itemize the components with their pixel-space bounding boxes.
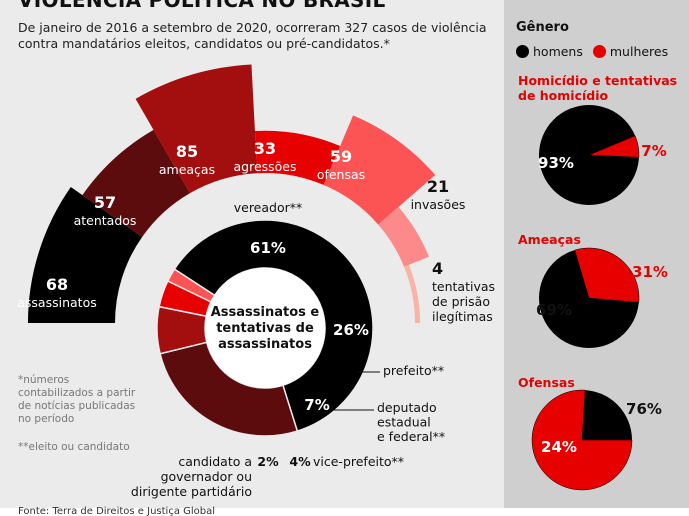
footnote-elected: **eleito ou candidato (18, 441, 130, 453)
intro-text: De janeiro de 2016 a setembro de 2020, o… (18, 20, 487, 51)
radial-value-invasões: 21 (427, 177, 449, 196)
radial-label-assassinatos: assassinatos (17, 295, 97, 310)
radial-bar-ofensas (323, 115, 436, 225)
footnote-counts: *números contabilizados a partir de notí… (18, 374, 136, 425)
legend-men-swatch (516, 45, 529, 58)
offenses-men-pct: 24% (541, 438, 577, 456)
page-title: VIOLÊNCIA POLÍTICA NO BRASIL (18, 0, 386, 12)
radial-label-agressões: agressões (233, 159, 296, 174)
homicide-pie-women (588, 135, 640, 158)
threats-pie-women (574, 247, 640, 303)
radial-label-tentativas: tentativas de prisão ilegítimas (432, 279, 495, 324)
legend-women-label: mulheres (609, 44, 669, 59)
donut-center (205, 268, 325, 388)
offenses-women-pct: 76% (626, 400, 662, 418)
homicide-title: Homicídio e tentativas de homicídio (518, 73, 678, 103)
radial-bar-assassinatos (27, 187, 143, 323)
homicide-men-pct: 93% (538, 154, 574, 172)
threats-women-pct: 31% (632, 263, 668, 281)
donut-label-deputado: deputado estadual e federal** (377, 400, 445, 444)
source-note: Fonte: Terra de Direitos e Justiça Globa… (18, 506, 216, 516)
donut-center-label: Assassinatos e tentativas de assassinatos (211, 305, 320, 352)
radial-value-tentativas: 4 (432, 259, 443, 278)
radial-label-atentados: atentados (74, 213, 137, 228)
donut-pct-2: 7% (304, 396, 329, 414)
radial-label-ofensas: ofensas (317, 167, 365, 182)
donut-pct-4: 2% (257, 454, 279, 469)
radial-bar-ameaças (135, 64, 258, 194)
radial-bar-invasões (378, 206, 430, 267)
threats-title: Ameaças (518, 232, 581, 247)
donut-pct-3: 4% (289, 454, 311, 469)
radial-value-ameaças: 85 (176, 142, 198, 161)
threats-men-pct: 69% (536, 301, 572, 319)
radial-bar-tentativas (404, 264, 421, 323)
radial-bar-atentados (82, 129, 190, 237)
radial-bar-agressões (254, 130, 341, 185)
donut-label-prefeito: prefeito** (383, 363, 444, 378)
legend-men-label: homens (533, 44, 583, 59)
donut-label-vice: vice-prefeito** (313, 454, 404, 469)
radial-value-ofensas: 59 (330, 147, 352, 166)
radial-value-atentados: 57 (94, 193, 116, 212)
donut-pct-0: 61% (250, 239, 286, 257)
radial-value-assassinatos: 68 (46, 275, 68, 294)
donut-label-candidato: candidato a governador ou dirigente partid… (131, 454, 252, 499)
donut-label-vereador: vereador** (234, 200, 303, 215)
donut-pct-1: 26% (333, 321, 369, 339)
gender-legend: homens mulheres (516, 44, 668, 59)
offenses-pie-women (531, 389, 633, 491)
gender-title: Gênero (516, 20, 569, 35)
radial-label-invasões: invasões (411, 197, 466, 212)
offenses-title: Ofensas (518, 375, 575, 390)
gender-charts: 93% 7% 69% 31% 24% 76% (531, 105, 668, 491)
legend-women-swatch (592, 45, 606, 58)
donut-slice-0 (173, 219, 374, 432)
homicide-women-pct: 7% (641, 142, 666, 160)
radial-value-agressões: 33 (254, 139, 276, 158)
radial-label-ameaças: ameaças (159, 162, 215, 177)
